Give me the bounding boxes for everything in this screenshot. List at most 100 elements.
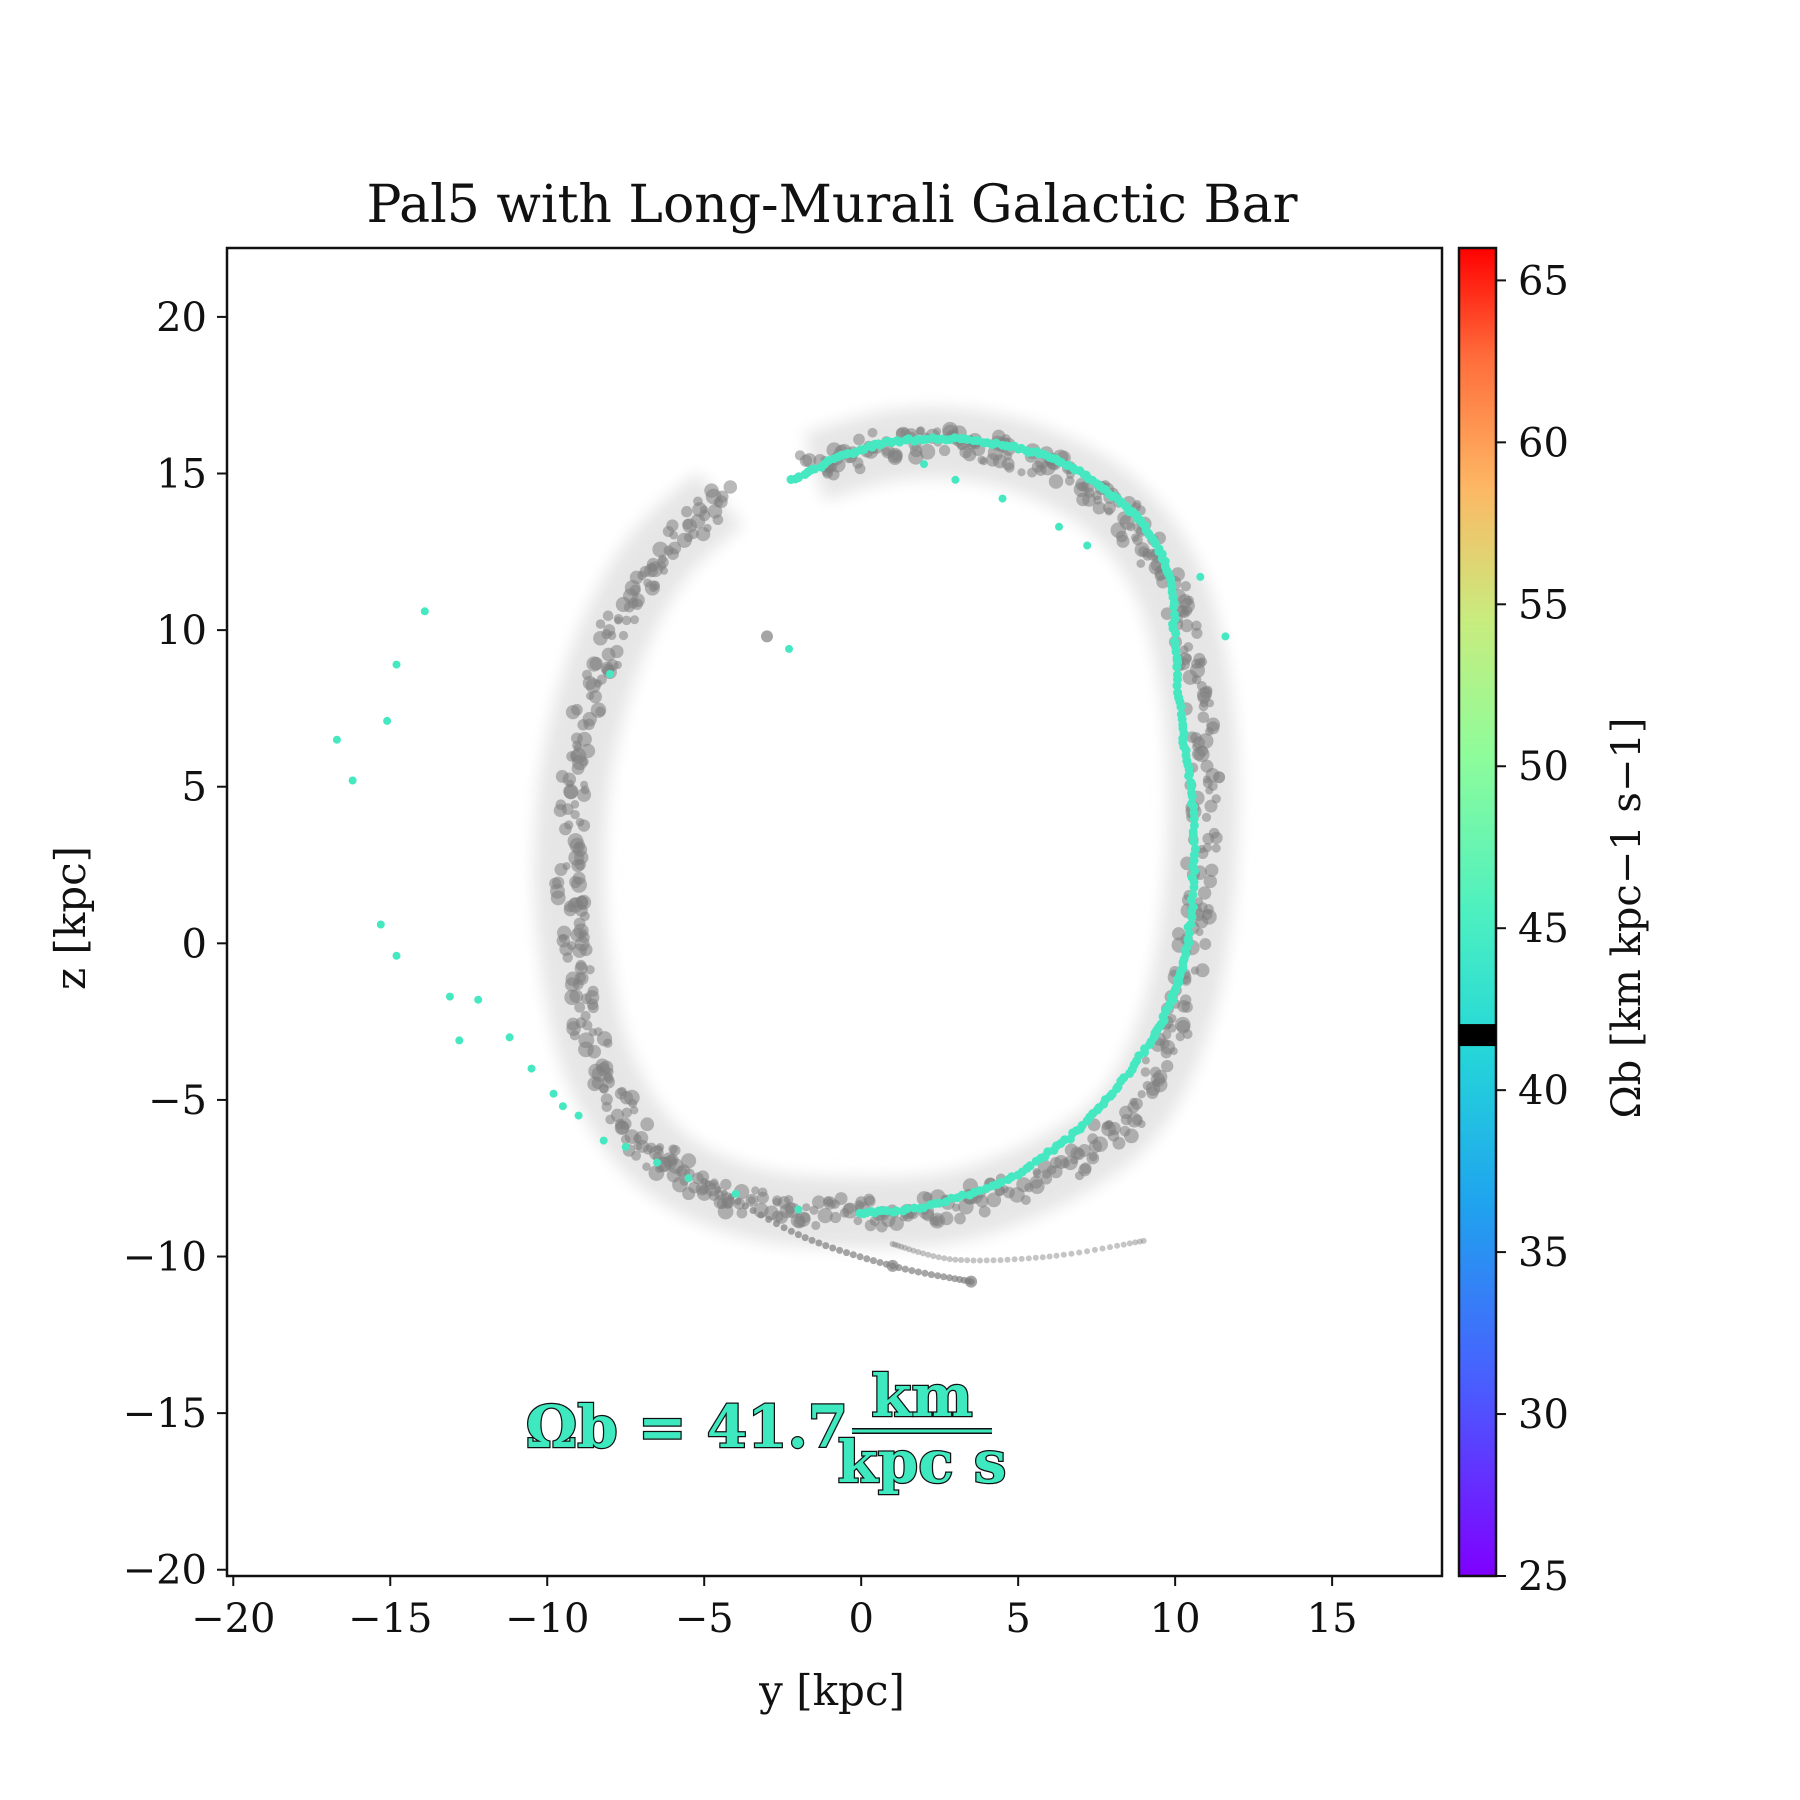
gray-stream-point [794, 1231, 802, 1239]
cyan-stream-point [621, 1142, 630, 1151]
gray-stream-point [1197, 733, 1214, 749]
gray-stream-point [720, 1178, 732, 1191]
gray-stream-point [704, 483, 719, 498]
gray-stream-point [1132, 1239, 1139, 1246]
cyan-stream-point [1221, 632, 1230, 641]
gray-stream-point [1004, 1256, 1011, 1263]
y-tick-label: 20 [156, 295, 207, 341]
gray-stream-point [1009, 1187, 1025, 1203]
gray-stream-point [895, 1242, 901, 1249]
gray-stream-point [927, 1271, 935, 1279]
gray-stream-point [901, 1265, 909, 1273]
gray-stream-point [790, 1213, 806, 1228]
colorbar-tick-label: 55 [1518, 582, 1569, 628]
gray-stream-point [1000, 1185, 1009, 1194]
x-tick-label: −20 [191, 1596, 275, 1642]
gray-stream-point [593, 631, 608, 646]
x-tick-label: 5 [1005, 1596, 1030, 1642]
cyan-stream-point [1187, 912, 1197, 922]
gray-stream-point [977, 1257, 983, 1264]
cyan-stream-point [1169, 602, 1179, 612]
gray-stream-point [590, 702, 607, 718]
gray-stream-point [581, 669, 593, 680]
gray-stream-point [829, 1244, 837, 1252]
colorbar: 25 30 35 40 45 50 55 60 65 Ωb [km kpc−1 s−1] [1457, 246, 1650, 1600]
gray-stream-point [1126, 522, 1136, 532]
gray-stream-point [849, 1251, 857, 1259]
gray-stream-point [1199, 938, 1212, 951]
gray-stream-point [681, 1153, 697, 1169]
colorbar-tick-label: 30 [1518, 1392, 1569, 1438]
gray-stream-point [958, 1199, 974, 1215]
gray-stream-point [574, 1001, 586, 1013]
gray-stream-point [938, 444, 951, 457]
gray-stream-point [817, 1207, 833, 1224]
gray-stream-point [853, 433, 865, 446]
gray-stream-point [869, 1257, 877, 1265]
cyan-stream-point [1186, 895, 1196, 905]
gray-stream-point [1046, 1165, 1057, 1175]
gray-stream-point [836, 1246, 844, 1254]
gray-stream-point [637, 570, 647, 581]
gray-stream-point [572, 871, 586, 885]
cyan-stream-point [855, 1208, 865, 1218]
colorbar-ticks: 25 30 35 40 45 50 55 60 65 [1496, 258, 1569, 1600]
gray-stream-point [892, 1241, 899, 1248]
annotation-numerator: km [871, 1362, 973, 1430]
chart-title: Pal5 with Long-Murali Galactic Bar [366, 175, 1297, 235]
gray-stream-point [563, 785, 578, 800]
gray-stream-point [602, 1075, 615, 1089]
gray-stream-point [1088, 1152, 1098, 1162]
gray-stream-point [808, 1236, 816, 1244]
gray-stream-point [979, 457, 988, 466]
gray-stream-point [856, 1253, 864, 1261]
gray-stream-point [653, 1145, 664, 1155]
gray-stream-point [587, 985, 599, 997]
gray-stream-point [669, 530, 679, 540]
gray-stream-point [1177, 999, 1190, 1013]
gray-stream-point [714, 1186, 722, 1194]
colorbar-tick-label: 35 [1518, 1230, 1569, 1276]
gray-stream-point [564, 900, 576, 913]
gray-stream-point [1179, 645, 1189, 655]
cyan-stream-point [731, 1189, 740, 1198]
gray-stream-point [946, 1256, 953, 1263]
cyan-stream-point [505, 1033, 514, 1042]
gray-stream-point [576, 895, 589, 908]
gray-stream-point [698, 509, 711, 522]
gray-stream-point [582, 1020, 593, 1031]
gray-stream-point [642, 1162, 651, 1172]
cyan-stream-point [606, 670, 614, 678]
gray-stream-point [811, 1220, 821, 1231]
y-tick-label: 5 [182, 765, 207, 811]
gray-stream-point [580, 1010, 591, 1022]
cyan-stream-point [527, 1064, 536, 1073]
gray-stream-point [809, 1205, 819, 1215]
y-tick-label: 15 [156, 452, 207, 498]
annotation-lhs: Ωb = 41.7 [526, 1393, 848, 1461]
gray-stream-point [650, 580, 660, 591]
gray-stream-point [959, 446, 972, 459]
y-tick-label: −5 [148, 1078, 207, 1124]
gray-stream-point [1142, 548, 1152, 558]
gray-stream-point [1167, 1023, 1177, 1033]
gray-stream-point [920, 1250, 926, 1257]
gray-stream-point [603, 624, 616, 637]
gray-stream-point [921, 1269, 929, 1277]
gray-stream-point [855, 1196, 867, 1208]
gray-stream-point [1068, 1250, 1075, 1257]
gray-stream-point [1029, 1175, 1043, 1189]
gray-stream-point [925, 1251, 932, 1258]
y-tick-label: −10 [123, 1235, 207, 1281]
colorbar-tick-label: 50 [1518, 744, 1569, 790]
cyan-stream-point [653, 1158, 662, 1167]
gray-stream-point [1084, 1248, 1091, 1255]
gray-stream-point [624, 1129, 640, 1144]
colorbar-tick-label: 25 [1518, 1554, 1569, 1600]
cyan-stream-point [1171, 629, 1181, 638]
cyan-stream-point [1196, 572, 1205, 581]
gray-stream-point [566, 1017, 580, 1031]
gray-stream-point [1197, 886, 1212, 900]
cyan-stream-point [920, 460, 928, 469]
gray-stream-point [613, 660, 622, 670]
